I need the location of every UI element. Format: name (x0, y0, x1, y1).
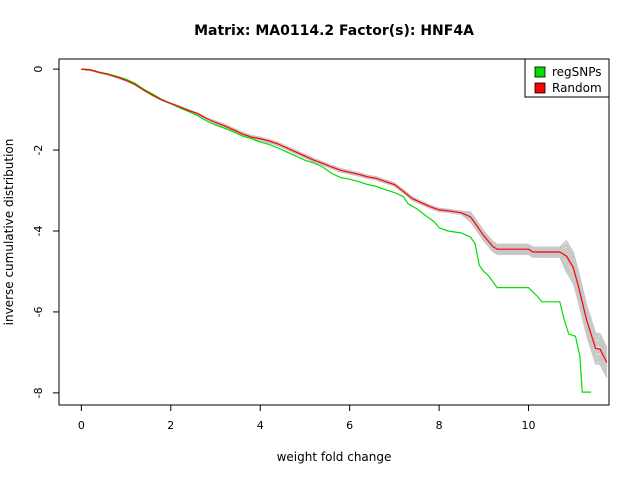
random-sample-line (81, 69, 608, 378)
x-axis: 0 2 4 6 8 10 (78, 404, 536, 432)
y-axis: 0 -2 -4 -6 -8 (32, 66, 60, 398)
random-sample-line (81, 68, 608, 352)
legend-swatch (534, 66, 546, 78)
random-sample-line (81, 68, 608, 364)
random-sample-line (81, 68, 608, 359)
random-sample-line (81, 68, 608, 374)
random-sample-line (81, 68, 608, 361)
random-sample-line (81, 68, 608, 356)
random-sample-line (81, 68, 608, 354)
legend-label: Random (552, 81, 602, 95)
random-sample-line (81, 68, 608, 350)
random-sample-line (81, 69, 608, 373)
random-sample-line (81, 68, 608, 356)
random-sample-line (81, 68, 608, 357)
random-sample-line (81, 68, 608, 354)
random-sample-line (81, 68, 608, 358)
random-sample-line (81, 68, 608, 360)
random-sample-line (81, 68, 608, 367)
legend-swatch (534, 82, 546, 94)
random-sample-line (81, 68, 608, 356)
random-sample-line (81, 68, 608, 358)
series-line-random (81, 68, 608, 363)
random-sample-line (81, 68, 608, 352)
x-tick-label: 6 (346, 419, 353, 432)
random-sample-line (81, 68, 608, 366)
random-sample-line (81, 68, 608, 371)
random-sample-line (81, 68, 608, 356)
chart-title: Matrix: MA0114.2 Factor(s): HNF4A (194, 23, 474, 39)
random-sample-line (81, 68, 608, 348)
y-tick-label: -4 (32, 226, 45, 237)
random-sample-line (81, 69, 608, 375)
random-sample-line (81, 68, 608, 367)
main-series-group (81, 68, 608, 393)
random-sample-line (81, 69, 608, 377)
random-sample-line (81, 69, 608, 373)
legend: regSNPs Random (524, 58, 610, 98)
random-sample-line (81, 69, 608, 375)
random-sample-line (81, 68, 608, 372)
random-sample-line (81, 68, 608, 363)
random-sample-line (81, 68, 608, 359)
x-axis-label: weight fold change (277, 450, 392, 464)
random-sample-line (81, 68, 608, 358)
random-sample-line (81, 68, 608, 355)
random-sample-line (81, 68, 608, 365)
random-sample-line (81, 69, 608, 375)
series-line-regsnps (81, 68, 592, 393)
random-sample-line (81, 68, 608, 366)
y-tick-label: -2 (32, 145, 45, 156)
random-sample-line (81, 68, 608, 366)
random-sample-line (81, 68, 608, 370)
random-sample-line (81, 68, 608, 357)
random-sample-line (81, 68, 608, 373)
random-sample-line (81, 69, 608, 370)
random-sample-line (81, 68, 608, 357)
x-tick-label: 10 (522, 419, 536, 432)
y-tick-label: -6 (32, 306, 45, 317)
random-sample-line (81, 68, 608, 367)
random-samples-background (81, 68, 608, 379)
random-sample-line (81, 68, 608, 349)
random-sample-line (81, 68, 608, 369)
random-sample-line (81, 68, 608, 366)
random-sample-line (81, 68, 608, 363)
random-sample-line (81, 68, 608, 357)
x-tick-label: 4 (257, 419, 264, 432)
plot-frame (58, 58, 610, 406)
random-sample-line (81, 69, 608, 374)
y-axis-label: inverse cumulative distribution (2, 139, 16, 326)
random-sample-line (81, 68, 608, 366)
x-tick-label: 2 (167, 419, 174, 432)
random-sample-line (81, 68, 608, 359)
random-sample-line (81, 68, 608, 360)
random-sample-line (81, 68, 608, 350)
random-sample-line (81, 68, 608, 360)
random-sample-line (81, 68, 608, 365)
random-sample-line (81, 68, 608, 362)
x-tick-label: 0 (78, 419, 85, 432)
random-sample-line (81, 69, 608, 378)
y-tick-label: 0 (32, 66, 45, 73)
random-sample-line (81, 68, 608, 353)
random-sample-line (81, 68, 608, 359)
random-sample-line (81, 69, 608, 379)
x-tick-label: 8 (436, 419, 443, 432)
legend-label: regSNPs (552, 65, 602, 79)
y-tick-label: -8 (32, 387, 45, 398)
